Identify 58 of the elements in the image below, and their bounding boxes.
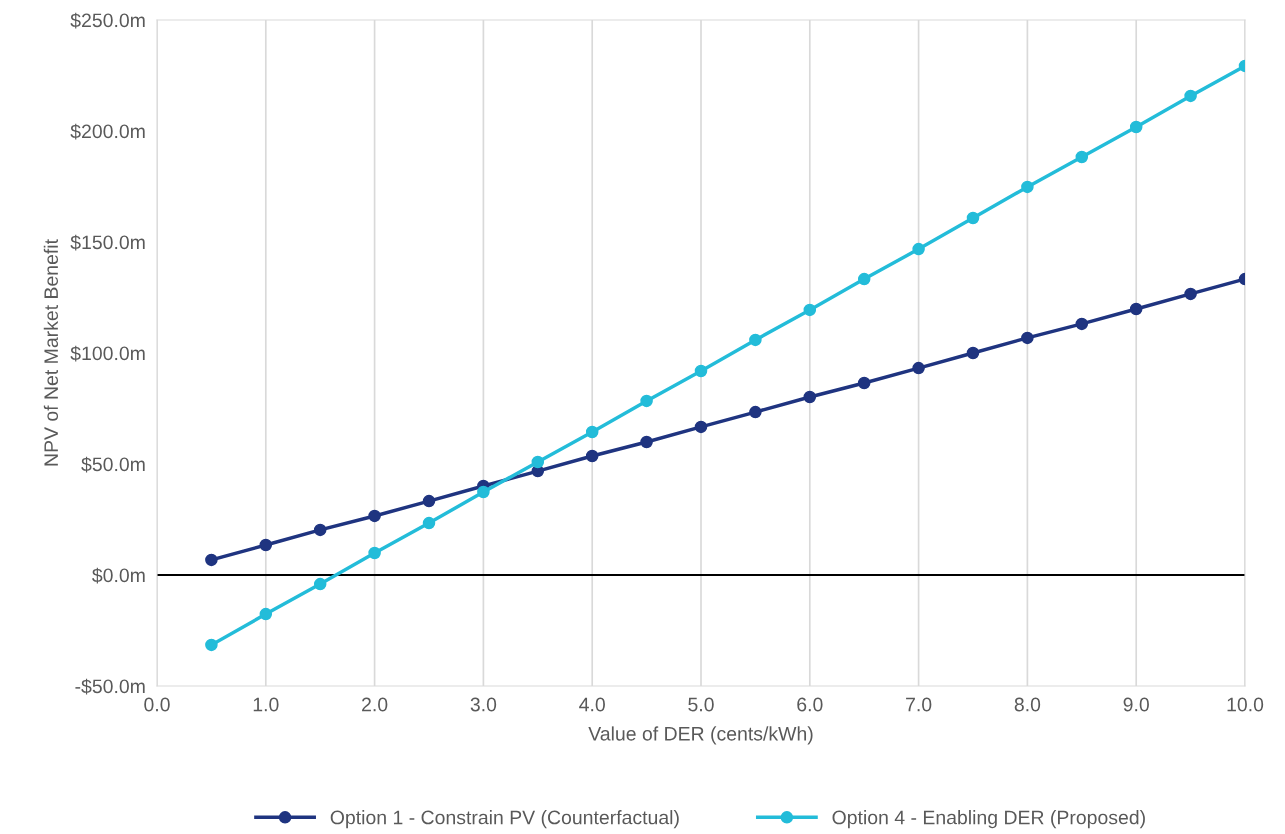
point <box>803 303 817 317</box>
point <box>749 405 762 419</box>
y-tick-label: $250.0m <box>70 12 145 29</box>
point <box>857 376 871 390</box>
x-tick-label: 4.0 <box>579 697 605 712</box>
x-axis-title: Value of DER (cents/kWh) <box>588 726 813 745</box>
legend-label: Option 4 - Enabling DER (Proposed) <box>832 810 1145 829</box>
x-tick-label: 5.0 <box>688 697 714 712</box>
x-tick-label: 1.0 <box>253 697 279 712</box>
y-tick-label: $100.0m <box>70 345 145 362</box>
x-tick-label: 6.0 <box>797 697 823 712</box>
point <box>857 272 871 286</box>
point <box>694 364 708 378</box>
point <box>749 333 762 347</box>
point <box>803 390 817 404</box>
y-tick-label: $200.0m <box>70 123 145 140</box>
point <box>1129 120 1143 134</box>
point <box>1184 89 1197 103</box>
point <box>1184 287 1197 301</box>
point <box>585 425 599 439</box>
point <box>585 449 599 463</box>
point <box>313 523 327 537</box>
x-tick-label: 0.0 <box>144 697 170 712</box>
point <box>422 494 436 508</box>
y-tick-label: $50.0m <box>81 456 145 473</box>
point <box>912 361 925 375</box>
x-tick-label: 3.0 <box>470 697 497 712</box>
point <box>1129 302 1143 316</box>
point <box>1075 317 1089 331</box>
point <box>912 242 925 256</box>
point <box>259 607 273 621</box>
x-tick-label: 8.0 <box>1014 697 1041 712</box>
point <box>640 435 653 449</box>
x-tick-label: 9.0 <box>1123 697 1149 712</box>
x-tick-label: 10.0 <box>1227 697 1264 712</box>
point <box>1075 150 1089 164</box>
legend-label: Option 1 - Constrain PV (Counterfactual) <box>330 810 679 829</box>
y-axis-title: NPV of Net Market Benefit <box>43 239 59 466</box>
point <box>640 394 653 408</box>
point <box>259 538 273 552</box>
point <box>313 577 327 591</box>
point <box>694 420 708 434</box>
y-tick-label: -$50.0m <box>75 678 145 695</box>
y-tick-label: $150.0m <box>70 234 145 251</box>
point <box>205 553 218 567</box>
point <box>205 638 218 652</box>
point <box>422 516 436 530</box>
x-tick-label: 7.0 <box>906 697 932 712</box>
point <box>531 455 545 469</box>
point <box>1021 180 1034 194</box>
point <box>966 211 980 225</box>
point <box>966 346 980 360</box>
point <box>1021 331 1034 345</box>
point <box>477 485 490 499</box>
x-tick-label: 2.0 <box>362 697 388 712</box>
point <box>368 509 381 523</box>
point <box>368 546 381 560</box>
y-tick-label: $0.0m <box>92 567 145 584</box>
